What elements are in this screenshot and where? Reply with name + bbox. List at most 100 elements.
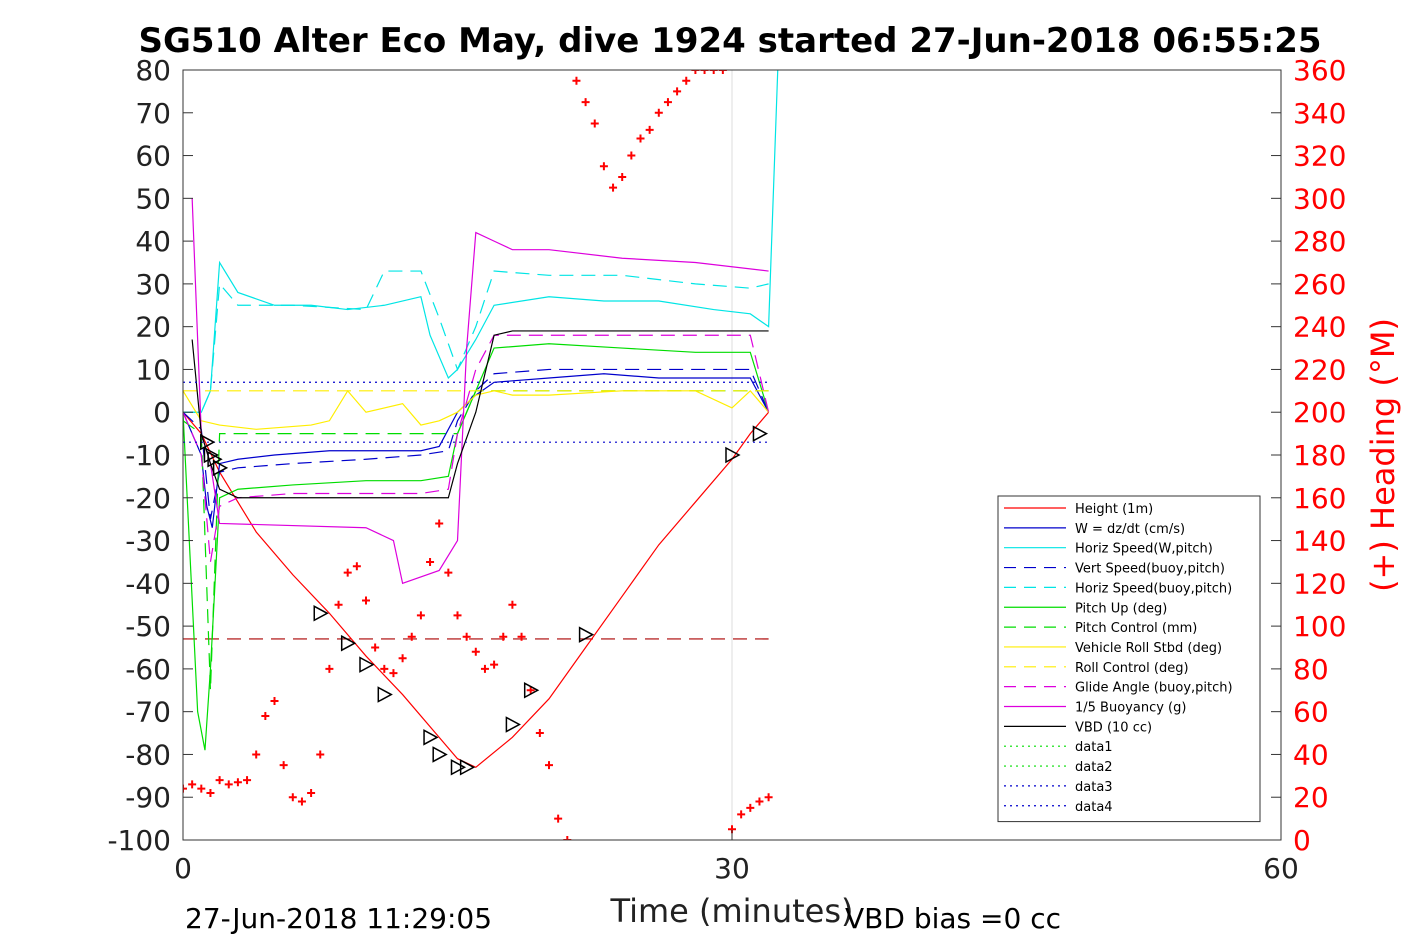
series-line-5 (183, 343, 770, 751)
y-tick-label: 40 (135, 225, 171, 258)
axis-ticks: -100-90-80-70-60-50-40-30-20-10010203040… (107, 54, 1346, 885)
heading-point (307, 788, 316, 797)
heading-point (371, 643, 380, 652)
legend-entry: Horiz Speed(W,pitch) (1075, 542, 1213, 557)
triangle-marker (459, 759, 476, 776)
y-tick-label: -10 (125, 439, 171, 472)
heading-point (700, 70, 709, 74)
triangle-marker (340, 634, 357, 652)
legend-entry: Pitch Control (mm) (1075, 621, 1197, 636)
heading-point (325, 664, 334, 673)
y-tick-label: -40 (125, 567, 171, 600)
heading-point (609, 183, 618, 192)
legend-entry: Horiz Speed(buoy,pitch) (1075, 581, 1232, 596)
legend-entry: Glide Angle (buoy,pitch) (1075, 681, 1233, 696)
heading-point (462, 632, 471, 641)
heading-point (737, 810, 746, 819)
legend-entry: W = dz/dt (cm/s) (1075, 522, 1185, 537)
heading-point (599, 162, 608, 171)
heading-point (471, 647, 480, 656)
right-y-tick-label: 300 (1293, 182, 1346, 215)
heading-point (755, 797, 764, 806)
heading-point (764, 793, 773, 802)
y-tick-label: 50 (135, 182, 171, 215)
heading-point (334, 600, 343, 609)
heading-point (188, 780, 197, 789)
x-tick-label: 30 (714, 852, 750, 885)
legend-box (997, 495, 1261, 823)
right-y-tick-label: 280 (1293, 225, 1346, 258)
heading-point (517, 632, 526, 641)
heading-point (645, 125, 654, 134)
legend-entry: VBD (10 cc) (1075, 720, 1152, 735)
y-tick-label: -80 (125, 738, 171, 771)
heading-point (636, 134, 645, 143)
triangle-marker (752, 425, 769, 442)
series-line-9 (183, 334, 770, 563)
right-y-tick-label: 240 (1293, 311, 1346, 344)
heading-point (343, 568, 352, 577)
triangle-marker (432, 746, 448, 763)
right-y-tick-label: 160 (1293, 482, 1346, 515)
legend-entry: data4 (1075, 800, 1113, 815)
right-y-tick-label: 340 (1293, 97, 1346, 130)
heading-point (224, 780, 233, 789)
heading-point (581, 98, 590, 107)
heading-point (508, 600, 517, 609)
x-axis-label: Time (minutes) (610, 892, 854, 930)
series-line-6 (183, 390, 769, 691)
legend-entry: Roll Control (deg) (1075, 661, 1189, 676)
heading-point (398, 654, 407, 663)
heading-point (545, 761, 553, 770)
y-tick-label: -100 (107, 824, 171, 857)
right-y-tick-label: 20 (1293, 781, 1329, 814)
heading-point (407, 632, 416, 641)
heading-point (499, 632, 508, 641)
chart-title: SG510 Alter Eco May, dive 1924 started 2… (138, 21, 1321, 61)
heading-point (563, 836, 572, 840)
x-tick-label: 60 (1263, 852, 1299, 885)
triangle-marker (313, 605, 329, 622)
heading-point (526, 686, 535, 695)
triangle-marker (578, 626, 595, 643)
triangle-marker (200, 433, 216, 451)
y-tick-label: -60 (125, 653, 171, 686)
right-y-axis-label: (+) Heading (°M) (1364, 318, 1402, 592)
y-tick-label: 60 (135, 140, 171, 173)
heading-point (453, 611, 462, 620)
right-y-tick-label: 40 (1293, 738, 1329, 771)
y-tick-label: 20 (135, 311, 171, 344)
legend-entry: Vehicle Roll Stbd (deg) (1075, 641, 1222, 656)
triangle-marker (725, 446, 741, 464)
heading-point (535, 729, 544, 738)
y-tick-label: 10 (135, 353, 171, 386)
y-tick-label: -20 (125, 482, 171, 515)
y-tick-label: -90 (125, 781, 171, 814)
series-layer (183, 70, 779, 840)
right-y-tick-label: 200 (1293, 396, 1346, 429)
heading-point (215, 776, 224, 785)
triangle-marker (359, 656, 375, 673)
right-y-tick-label: 220 (1293, 353, 1346, 386)
heading-point (389, 669, 398, 678)
legend: Height (1m) W = dz/dt (cm/s) Horiz Speed(W… (997, 495, 1261, 823)
heading-point (718, 70, 727, 74)
legend-entry: Pitch Up (deg) (1075, 601, 1167, 616)
right-y-tick-label: 120 (1293, 567, 1346, 600)
heading-point (709, 70, 718, 74)
heading-point (663, 98, 672, 107)
heading-point (233, 778, 242, 787)
legend-entry: 1/5 Buoyancy (g) (1075, 701, 1186, 716)
heading-point (252, 750, 261, 759)
triangle-marker (377, 686, 393, 703)
footer-vbd-bias: VBD bias =0 cc (845, 902, 1061, 935)
heading-point (590, 119, 599, 128)
y-tick-label: -30 (125, 525, 171, 558)
heading-point (183, 784, 187, 793)
heading-point (206, 788, 215, 797)
right-y-tick-label: 320 (1293, 140, 1346, 173)
y-tick-label: 30 (135, 268, 171, 301)
heading-point (691, 70, 700, 74)
heading-point (627, 151, 636, 160)
